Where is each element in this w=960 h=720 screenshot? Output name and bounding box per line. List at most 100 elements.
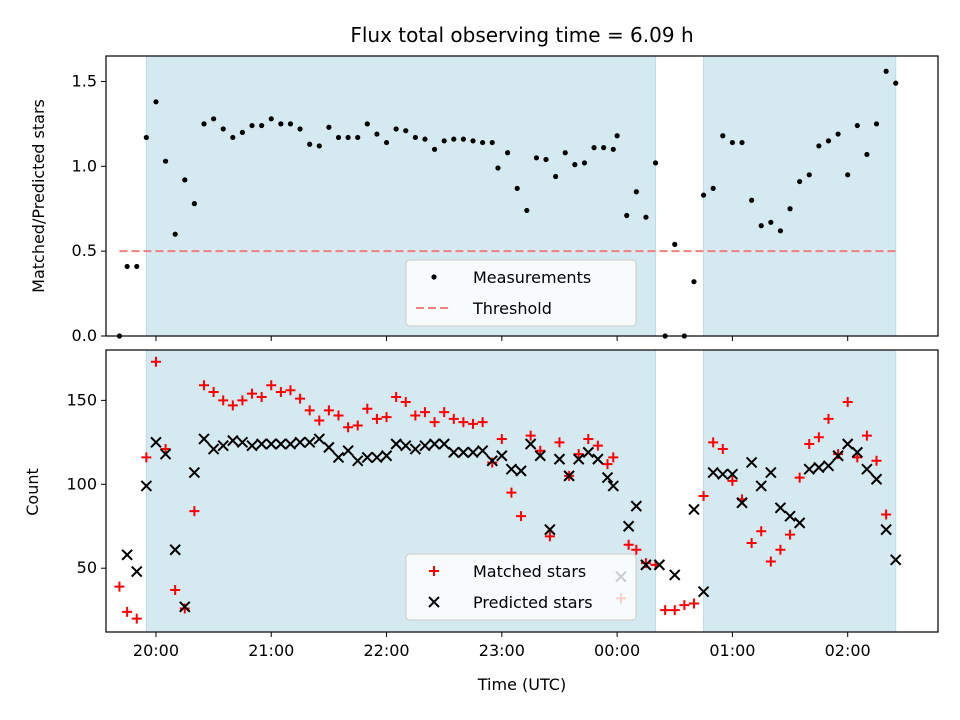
legend-marker-dot [431, 274, 437, 280]
predicted-stars-point [765, 466, 777, 479]
matched-stars-point [256, 392, 267, 402]
measurement-point [307, 141, 313, 147]
predicted-stars-point [227, 434, 239, 447]
matched-stars-point [362, 403, 373, 414]
matched-stars-point [813, 432, 824, 443]
matched-stars-point [623, 539, 634, 550]
measurement-point [581, 160, 588, 166]
matched-stars-point [804, 439, 815, 449]
matched-stars-point [218, 395, 229, 406]
measurement-point [143, 134, 149, 141]
measurement-point [624, 212, 630, 219]
x-tick-label: 22:00 [363, 641, 409, 660]
predicted-stars-point [448, 446, 460, 459]
matched-stars-point [227, 400, 238, 411]
measurement-point [230, 134, 236, 141]
matched-stars-point [698, 491, 709, 502]
predicted-stars-point [622, 520, 635, 532]
predicted-stars-point [275, 438, 287, 450]
predicted-stars-point [255, 438, 268, 450]
matched-stars-point [391, 392, 402, 402]
matched-stars-point [275, 386, 286, 397]
measurement-point [591, 145, 597, 151]
matched-stars-point [583, 433, 594, 444]
predicted-stars-point [217, 439, 229, 452]
matched-stars-point [679, 600, 690, 611]
measurement-point [553, 173, 559, 180]
predicted-stars-point [505, 463, 518, 475]
y-tick-label: 50 [77, 558, 97, 577]
measurement-point [845, 172, 851, 178]
predicted-stars-point [236, 436, 249, 449]
measurement-point [873, 121, 880, 127]
measurement-point [797, 178, 803, 185]
predicted-stars-point [717, 468, 729, 480]
measurement-point [441, 138, 447, 144]
matched-stars-point [631, 544, 642, 555]
measurement-point [162, 158, 169, 164]
y-tick-label: 100 [66, 474, 97, 493]
measurement-point [297, 126, 303, 132]
measurement-point [864, 151, 870, 158]
measurement-point [489, 139, 495, 146]
x-tick-label: 21:00 [248, 641, 294, 660]
predicted-stars-point [294, 436, 306, 449]
measurement-point [355, 134, 361, 141]
predicted-stars-point [803, 463, 815, 475]
matched-stars-point [544, 531, 555, 542]
legend-label: Measurements [473, 268, 591, 287]
predicted-stars-point [140, 480, 153, 492]
matched-stars-point [688, 598, 699, 609]
predicted-stars-point [342, 445, 354, 457]
x-tick-label: 23:00 [479, 641, 525, 660]
measurement-point [249, 122, 255, 129]
measurement-point [153, 99, 159, 105]
matched-stars-point [468, 418, 479, 429]
predicted-stars-point [179, 601, 191, 613]
predicted-stars-point [851, 446, 864, 459]
measurement-point [201, 121, 207, 127]
predicted-stars-point [361, 451, 374, 464]
matched-stars-point [660, 605, 671, 616]
matched-stars-point [573, 449, 584, 460]
measurement-point [172, 231, 178, 237]
x-axis-label: Time (UTC) [477, 675, 566, 694]
matched-stars-point [833, 449, 844, 460]
matched-stars-point [487, 457, 498, 468]
predicted-stars-point [890, 554, 902, 566]
predicted-stars-point [582, 446, 594, 459]
matched-stars-point [525, 430, 536, 441]
x-tick-label: 01:00 [709, 641, 755, 660]
top-y-axis-label: Matched/Predicted stars [29, 99, 48, 293]
predicted-stars-point [861, 463, 873, 475]
matched-stars-point [842, 397, 853, 408]
predicted-stars-point [822, 460, 835, 472]
measurement-point [514, 185, 520, 191]
measurement-point [460, 136, 466, 142]
y-tick-label: 0.0 [72, 326, 97, 345]
measurement-point [268, 116, 274, 122]
predicted-stars-point [563, 470, 575, 482]
measurement-point [601, 145, 607, 151]
measurement-point [326, 124, 332, 130]
matched-stars-point [410, 410, 421, 421]
predicted-stars-point [774, 502, 787, 514]
matched-stars-point [285, 385, 296, 396]
y-tick-label: 150 [66, 390, 97, 409]
matched-stars-point [179, 603, 190, 614]
legend-marker-plus [429, 566, 439, 576]
predicted-stars-point [150, 436, 162, 449]
predicted-stars-point [323, 441, 335, 454]
predicted-stars-point [419, 439, 431, 452]
predicted-stars-point [793, 517, 806, 529]
measurement-point [614, 133, 620, 139]
predicted-stars-point [870, 473, 883, 485]
predicted-stars-point [601, 471, 614, 484]
matched-stars-point [516, 511, 527, 522]
measurement-point [191, 201, 197, 207]
matched-stars-point [506, 487, 517, 498]
measurement-point [777, 228, 784, 234]
matched-stars-point [150, 356, 161, 367]
matched-stars-point [496, 433, 507, 444]
matched-stars-point [381, 412, 392, 423]
